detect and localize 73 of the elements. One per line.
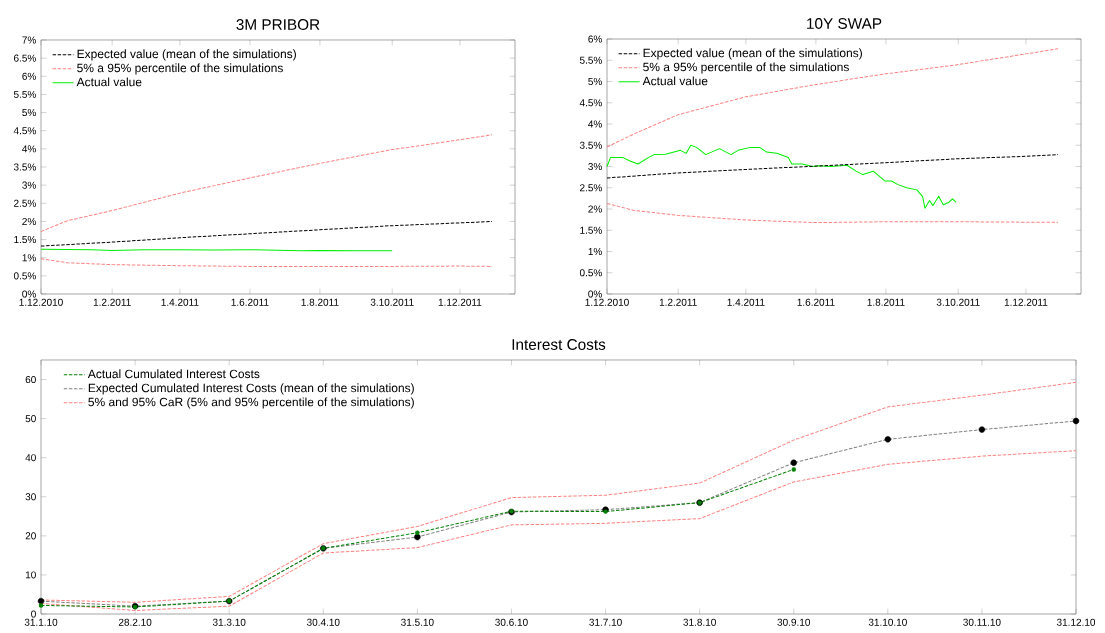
x-tick-label: 31.5.10 [401,618,434,626]
y-tick-label: 5% [588,77,602,86]
y-tick-label: 4.5% [579,99,602,107]
y-tick-label: 5.5% [13,90,36,98]
x-tick-label: 30.6.10 [495,618,528,626]
y-tick-label: 3% [588,162,602,171]
y-tick-label: 2% [22,217,36,225]
x-tick-label: 31.1.10 [24,618,58,626]
x-tick-label: 1.8.2011 [301,298,339,306]
y-tick-label: 6% [588,35,602,43]
x-tick-label: 1.12.2010 [19,298,63,306]
y-tick-label: 0 [31,610,36,618]
x-tick-label: 1.6.2011 [797,298,835,306]
y-tick-label: 1.5% [580,226,602,234]
y-tick-label: 6.5% [14,54,36,62]
legend-label: Expected value (mean of the simulations) [77,49,296,61]
y-tick-label: 1% [22,254,36,262]
x-tick-label: 1.6.2011 [231,298,269,306]
x-tick-label: 1.2.2011 [659,298,697,306]
x-tick-label: 1.4.2011 [161,298,199,306]
legend-label: Actual value [642,76,708,86]
chart-title: Interest Costs [512,339,606,350]
y-tick-label: 0% [22,290,36,298]
x-tick-label: 31.12.10 [1056,618,1096,626]
x-tick-label: 31.3.10 [212,618,246,626]
x-tick-label: 30.4.10 [306,618,340,626]
y-tick-label: 1% [588,248,602,255]
y-tick-label: 4% [22,145,36,153]
chart-title: 10Y SWAP [807,18,882,29]
y-tick-label: 6% [22,72,36,80]
x-tick-label: 31.10.10 [868,618,907,626]
x-tick-label: 31.7.10 [589,618,622,626]
y-tick-label: 0.5% [579,269,602,277]
legend-label: 5% a 95% percentile of the simulations [77,63,283,75]
y-tick-label: 3.5% [13,163,36,171]
legend-label: Expected Cumulated Interest Costs (mean of the simulations) [88,383,414,395]
y-tick-label: 4.5% [13,127,36,135]
x-tick-label: 30.11.10 [963,618,1001,626]
legend-label: Expected value (mean of the simulations) [643,48,862,60]
y-tick-label: 5.5% [579,56,602,64]
y-tick-label: 5% [22,109,36,117]
y-tick-label: 2.5% [14,199,36,207]
x-tick-label: 1.12.2011 [438,298,482,306]
x-tick-label: 28.2.10 [118,618,152,626]
x-tick-label: 31.8.10 [683,618,716,626]
y-tick-label: 2% [588,205,602,213]
y-tick-label: 1.5% [14,236,36,244]
x-tick-label: 1.8.2011 [867,298,905,306]
legend-label: 5% and 95% CaR (5% and 95% percentile of the simulations) [88,397,414,409]
y-tick-label: 40 [25,454,36,462]
x-tick-label: 30.9.10 [777,618,811,626]
y-tick-label: 0.5% [13,272,36,280]
x-tick-label: 1.12.2010 [585,298,629,306]
y-tick-label: 20 [25,532,36,540]
y-tick-label: 4% [588,120,602,128]
chart-title: 3M PRIBOR [236,19,320,30]
y-tick-label: 50 [25,415,36,423]
x-tick-label: 1.2.2011 [93,298,131,306]
legend-label: Actual Cumulated Interest Costs [87,369,260,379]
y-tick-label: 3% [22,181,36,189]
y-tick-label: 0% [588,290,602,298]
legend-label: 5% a 95% percentile of the simulations [643,62,849,74]
x-tick-label: 1.4.2011 [727,298,765,306]
legend-label: Actual value [76,77,142,87]
y-tick-label: 2.5% [580,184,602,192]
x-tick-label: 3.10.2011 [936,298,980,306]
y-tick-label: 30 [25,493,36,501]
y-tick-label: 3.5% [579,141,602,149]
y-tick-label: 60 [25,376,36,384]
y-tick-label: 10 [25,571,36,579]
y-tick-label: 7% [22,36,36,44]
x-tick-label: 1.12.2011 [1004,298,1048,306]
x-tick-label: 3.10.2011 [370,298,414,306]
